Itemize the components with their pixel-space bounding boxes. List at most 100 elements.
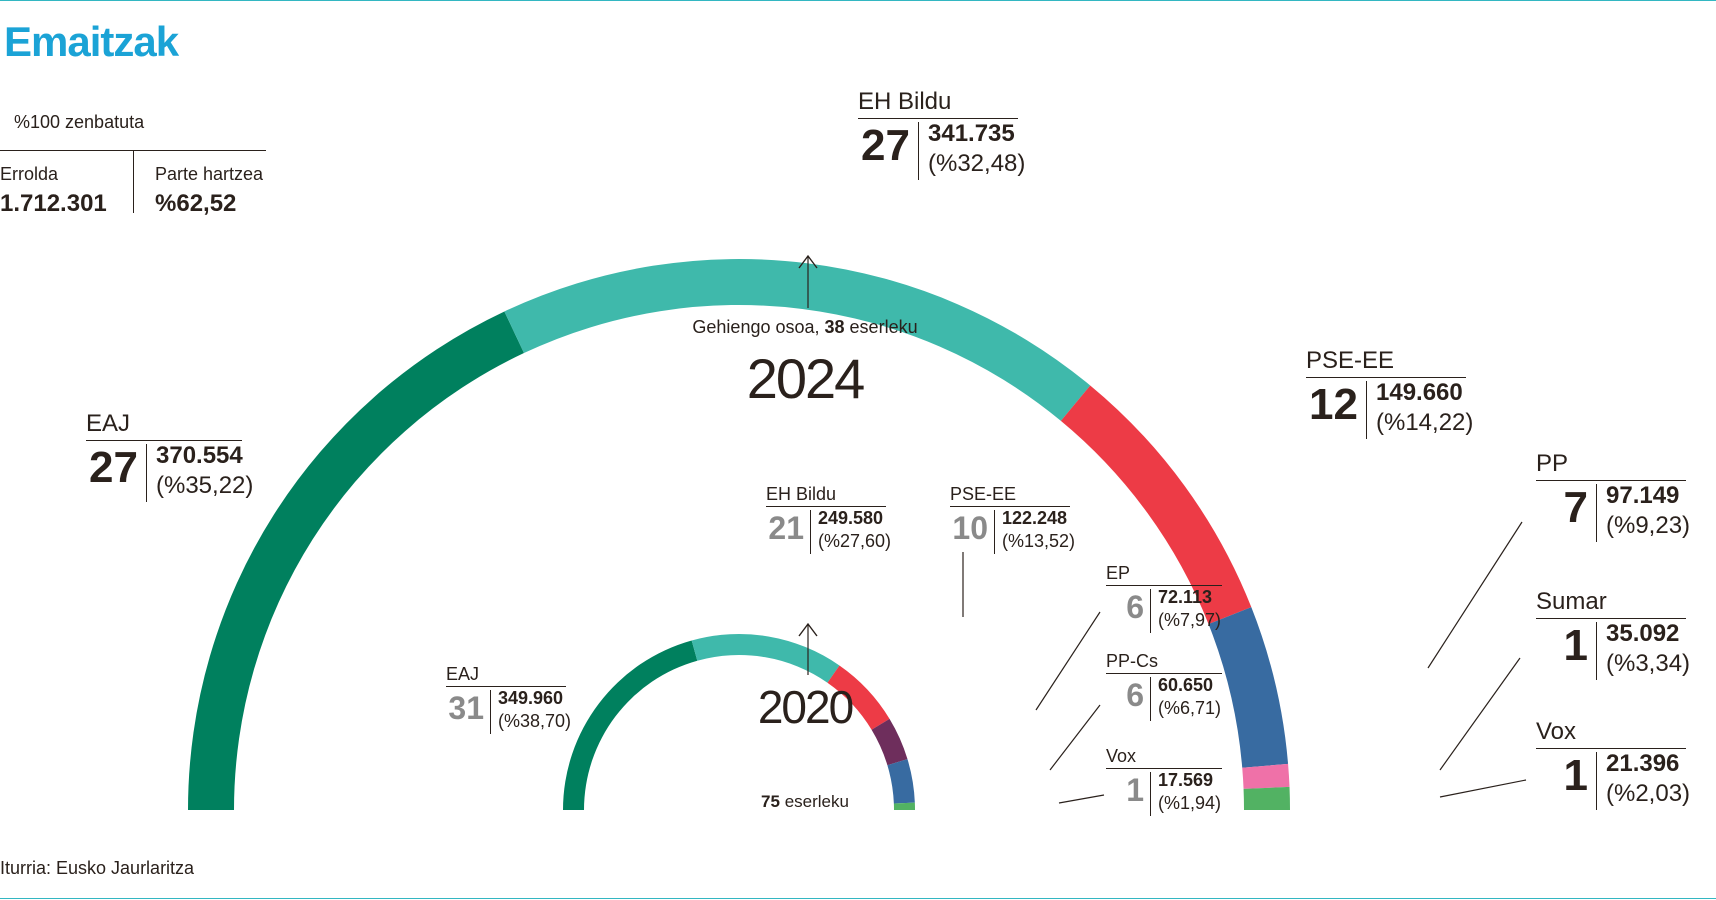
label-separator (1366, 381, 1367, 439)
total-seats-note: 75 eserleku (700, 792, 910, 812)
vote-count: 349.960 (498, 688, 564, 708)
majority-arrow-2024-head (798, 254, 818, 269)
vote-count: 72.113 (1158, 587, 1213, 607)
seat-count: 1 (1563, 751, 1588, 800)
vote-count: 122.248 (1002, 508, 1068, 528)
source-note: Iturria: Eusko Jaurlaritza (0, 858, 195, 878)
label-rule (1106, 768, 1222, 769)
seat-arc-2024-vox (1243, 786, 1290, 810)
vote-count: 370.554 (156, 442, 243, 469)
bottom-rule (0, 898, 1716, 899)
label-rule (1306, 377, 1466, 378)
year-2024: 2024 (746, 347, 866, 410)
label-separator (1596, 752, 1597, 810)
seat-count: 31 (448, 690, 484, 726)
vote-share: (%14,22) (1376, 409, 1474, 436)
label-separator (1150, 677, 1151, 721)
party-name: EP (1106, 563, 1131, 583)
seat-count: 10 (952, 510, 988, 546)
party-name: EH Bildu (858, 88, 952, 115)
vote-count: 341.735 (928, 120, 1015, 147)
label-rule (86, 440, 242, 441)
label-rule (1106, 673, 1222, 674)
census-value: 1.712.301 (0, 190, 107, 217)
label-separator (146, 444, 147, 502)
party-name: Vox (1106, 746, 1137, 766)
seat-arc-2024-sumar (1242, 763, 1290, 789)
majority-note: Gehiengo osoa, 38 eserleku (640, 317, 970, 338)
party-name: Vox (1536, 718, 1577, 745)
party-name: PP-Cs (1106, 651, 1159, 671)
vote-share: (%32,48) (928, 150, 1026, 177)
vote-count: 149.660 (1376, 379, 1463, 406)
majority-prefix: Gehiengo osoa, (692, 317, 825, 337)
seat-count: 7 (1563, 483, 1588, 532)
label-rule (766, 506, 886, 507)
leader-2020-ep (1035, 611, 1101, 711)
label-separator (810, 510, 811, 554)
vote-share: (%35,22) (156, 472, 254, 499)
vote-share: (%2,03) (1606, 780, 1691, 807)
party-name: PP (1536, 450, 1569, 477)
label-rule (446, 686, 566, 687)
summary-separator (133, 151, 134, 213)
party-name: EAJ (86, 410, 131, 437)
seat-arc-2020-ep (871, 718, 908, 766)
party-name: EAJ (446, 664, 480, 684)
year-2020: 2020 (757, 681, 854, 733)
seat-count: 1 (1126, 772, 1144, 808)
turnout-value: %62,52 (155, 190, 237, 217)
label-rule (1536, 480, 1686, 481)
label-rule (950, 506, 1070, 507)
label-separator (918, 122, 919, 180)
seat-arc-2020-eaj (563, 640, 698, 810)
label-rule (858, 118, 1018, 119)
majority-arrow-2020-head (798, 622, 818, 637)
total-seats-suffix: eserleku (779, 792, 849, 811)
seat-arc-2024-ehbildu (504, 259, 1091, 421)
seat-count: 21 (768, 510, 804, 546)
vote-count: 21.396 (1606, 750, 1680, 777)
label-separator (1150, 589, 1151, 633)
counted-note: %100 zenbatuta (14, 112, 145, 132)
page-title: Emaitzak (4, 18, 179, 65)
vote-share: (%27,60) (818, 531, 892, 551)
vote-count: 17.569 (1158, 770, 1214, 790)
vote-share: (%6,71) (1158, 698, 1222, 718)
seat-count: 27 (89, 443, 138, 492)
label-separator (1596, 484, 1597, 542)
party-name: EH Bildu (766, 484, 837, 504)
vote-share: (%3,34) (1606, 650, 1691, 677)
seat-arc-2020-ehbildu (691, 633, 840, 683)
seat-arc-2020-pseee (827, 665, 890, 730)
summary-divider (0, 150, 266, 151)
vote-count: 249.580 (818, 508, 884, 528)
label-separator (994, 510, 995, 554)
leader-2020-vox (1058, 794, 1105, 804)
seat-arc-2024-pseee (1060, 385, 1252, 625)
label-rule (1106, 585, 1222, 586)
total-seats-num: 75 (761, 792, 780, 811)
label-separator (1596, 622, 1597, 680)
vote-share: (%1,94) (1158, 793, 1222, 813)
census-label: Errolda (0, 164, 59, 184)
leader-2020-ppcs (1049, 704, 1101, 771)
seat-count: 6 (1126, 677, 1144, 713)
vote-count: 97.149 (1606, 482, 1680, 509)
leader-2024-vox (1439, 779, 1527, 798)
vote-share: (%13,52) (1002, 531, 1076, 551)
vote-share: (%7,97) (1158, 610, 1222, 630)
vote-count: 35.092 (1606, 620, 1680, 647)
seat-arc-2024-pp (1208, 607, 1289, 768)
seat-arc-2020-vox (893, 802, 915, 810)
vote-share: (%38,70) (498, 711, 572, 731)
party-name: PSE-EE (950, 484, 1017, 504)
majority-suffix: eserleku (844, 317, 918, 337)
vote-share: (%9,23) (1606, 512, 1691, 539)
seat-count: 1 (1563, 621, 1588, 670)
turnout-label: Parte hartzea (155, 164, 264, 184)
label-rule (1536, 618, 1686, 619)
seat-count: 27 (861, 121, 910, 170)
label-separator (490, 690, 491, 734)
